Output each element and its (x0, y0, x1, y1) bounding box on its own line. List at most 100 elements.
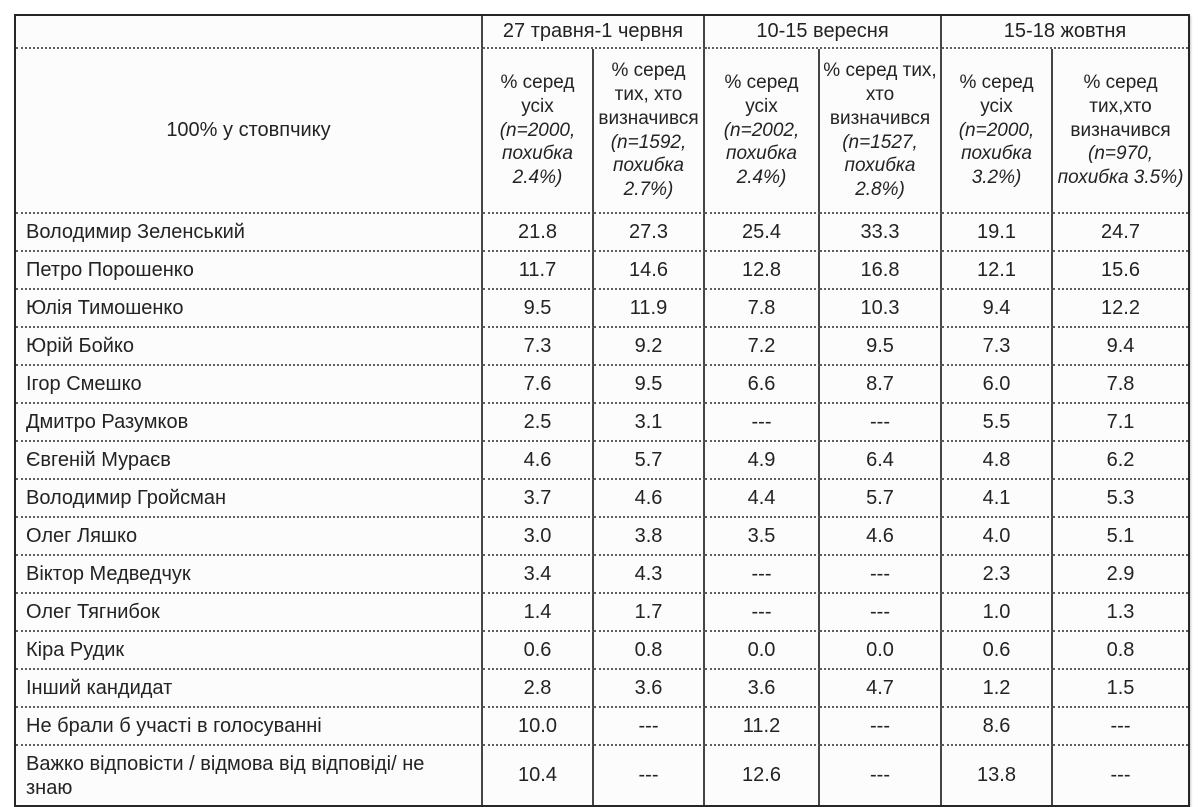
subcolumn-note: (n=2000, похибка 2.4%) (499, 119, 576, 189)
value-cell: 0.8 (594, 632, 705, 670)
subcolumn-note: (n=2000, похибка 3.2%) (958, 119, 1035, 189)
table-row: Володимир Зеленський 21.8 27.3 25.4 33.3… (16, 214, 1189, 252)
value-cell: 7.3 (483, 328, 594, 366)
value-cell: 25.4 (705, 214, 820, 252)
table-row: Дмитро Разумков 2.5 3.1 --- --- 5.5 7.1 (16, 404, 1189, 442)
value-cell: 9.5 (820, 328, 943, 366)
value-cell: 7.8 (1053, 366, 1189, 404)
answer-option: Не брали б участі в голосуванні (16, 708, 483, 746)
value-cell: --- (705, 404, 820, 442)
value-cell: 3.4 (483, 556, 594, 594)
value-cell: 3.6 (594, 670, 705, 708)
table-row: Не брали б участі в голосуванні 10.0 ---… (16, 708, 1189, 746)
value-cell: 1.5 (1053, 670, 1189, 708)
subcolumn-header-2-decided: % серед тих, хто визначився (n=1527, пох… (820, 49, 943, 214)
candidate-name: Ігор Смешко (16, 366, 483, 404)
subcolumn-header-1-all: % серед усіх (n=2000, похибка 2.4%) (483, 49, 594, 214)
subcolumn-header-2-all: % серед усіх (n=2002, похибка 2.4%) (705, 49, 820, 214)
value-cell: --- (820, 708, 943, 746)
subcolumn-label: % серед усіх (500, 71, 575, 117)
value-cell: 2.3 (942, 556, 1054, 594)
value-cell: 7.1 (1053, 404, 1189, 442)
value-cell: 4.3 (594, 556, 705, 594)
value-cell: 2.5 (483, 404, 594, 442)
value-cell: 4.1 (942, 480, 1054, 518)
value-cell: 8.7 (820, 366, 943, 404)
answer-option: Важко відповісти / відмова від відповіді… (16, 746, 483, 805)
subcolumn-header-1-decided: % серед тих, хто визначився (n=1592, пох… (594, 49, 705, 214)
value-cell: 7.6 (483, 366, 594, 404)
value-cell: 3.5 (705, 518, 820, 556)
table-row: Важко відповісти / відмова від відповіді… (16, 746, 1188, 805)
value-cell: 5.5 (942, 404, 1054, 442)
subcolumn-header-3-all: % серед усіх (n=2000, похибка 3.2%) (942, 49, 1054, 214)
value-cell: --- (820, 746, 943, 805)
value-cell: 12.6 (705, 746, 820, 805)
value-cell: 7.2 (705, 328, 820, 366)
value-cell: 6.2 (1053, 442, 1189, 480)
value-cell: --- (705, 556, 820, 594)
value-cell: 9.4 (942, 290, 1054, 328)
value-cell: 10.4 (483, 746, 594, 805)
value-cell: 3.1 (594, 404, 705, 442)
value-cell: 7.8 (705, 290, 820, 328)
value-cell: 2.8 (483, 670, 594, 708)
table-row: Юрій Бойко 7.3 9.2 7.2 9.5 7.3 9.4 (16, 328, 1189, 366)
table-row: Петро Порошенко 11.7 14.6 12.8 16.8 12.1… (16, 252, 1189, 290)
candidate-name: Петро Порошенко (16, 252, 483, 290)
value-cell: 9.4 (1053, 328, 1189, 366)
corner-cell (16, 16, 483, 49)
subcolumn-note: (n=2002, похибка 2.4%) (723, 119, 800, 189)
value-cell: 1.2 (942, 670, 1054, 708)
value-cell: --- (594, 746, 705, 805)
table-row: Євгеній Мураєв 4.6 5.7 4.9 6.4 4.8 6.2 (16, 442, 1189, 480)
value-cell: 10.3 (820, 290, 943, 328)
table-row: Олег Тягнибок 1.4 1.7 --- --- 1.0 1.3 (16, 594, 1189, 632)
value-cell: 1.0 (942, 594, 1054, 632)
value-cell: --- (820, 404, 943, 442)
value-cell: 21.8 (483, 214, 594, 252)
value-cell: 0.8 (1053, 632, 1189, 670)
subcolumn-note: (n=970, похибка 3.5%) (1057, 143, 1184, 189)
value-cell: 4.9 (705, 442, 820, 480)
value-cell: 5.1 (1053, 518, 1189, 556)
value-cell: 4.0 (942, 518, 1054, 556)
value-cell: 0.6 (942, 632, 1054, 670)
value-cell: --- (594, 708, 705, 746)
value-cell: --- (820, 556, 943, 594)
subcolumn-header-row: 100% у стовпчику % серед усіх (n=2000, п… (16, 49, 1189, 214)
candidate-name: Володимир Зеленський (16, 214, 483, 252)
value-cell: 27.3 (594, 214, 705, 252)
value-cell: 5.7 (594, 442, 705, 480)
candidate-name: Олег Ляшко (16, 518, 483, 556)
value-cell: 6.6 (705, 366, 820, 404)
subcolumn-label: % серед тих,хто визначився (1070, 71, 1171, 141)
candidate-name: Кіра Рудик (16, 632, 483, 670)
candidate-name: Олег Тягнибок (16, 594, 483, 632)
table-row: Володимир Гройсман 3.7 4.6 4.4 5.7 4.1 5… (16, 480, 1189, 518)
value-cell: 13.8 (942, 746, 1054, 805)
value-cell: 4.6 (820, 518, 943, 556)
row-header-title: 100% у стовпчику (16, 49, 483, 214)
value-cell: 2.9 (1053, 556, 1189, 594)
value-cell: 3.6 (705, 670, 820, 708)
period-header-1: 27 травня-1 червня (483, 16, 705, 49)
period-header-row: 27 травня-1 червня 10-15 вересня 15-18 ж… (16, 16, 1189, 49)
value-cell: 9.5 (483, 290, 594, 328)
subcolumn-label: % серед тих, хто визначився (598, 59, 699, 129)
value-cell: 19.1 (942, 214, 1054, 252)
candidate-name: Інший кандидат (16, 670, 483, 708)
table-row: Юлія Тимошенко 9.5 11.9 7.8 10.3 9.4 12.… (16, 290, 1189, 328)
value-cell: 4.4 (705, 480, 820, 518)
value-cell: 8.6 (942, 708, 1054, 746)
value-cell: 10.0 (483, 708, 594, 746)
value-cell: 0.6 (483, 632, 594, 670)
value-cell: 16.8 (820, 252, 943, 290)
value-cell: --- (705, 594, 820, 632)
candidate-name: Юрій Бойко (16, 328, 483, 366)
subcolumn-note: (n=1592, похибка 2.7%) (610, 131, 687, 201)
value-cell: --- (820, 594, 943, 632)
value-cell: 4.8 (942, 442, 1054, 480)
value-cell: 7.3 (942, 328, 1054, 366)
candidate-name: Володимир Гройсман (16, 480, 483, 518)
